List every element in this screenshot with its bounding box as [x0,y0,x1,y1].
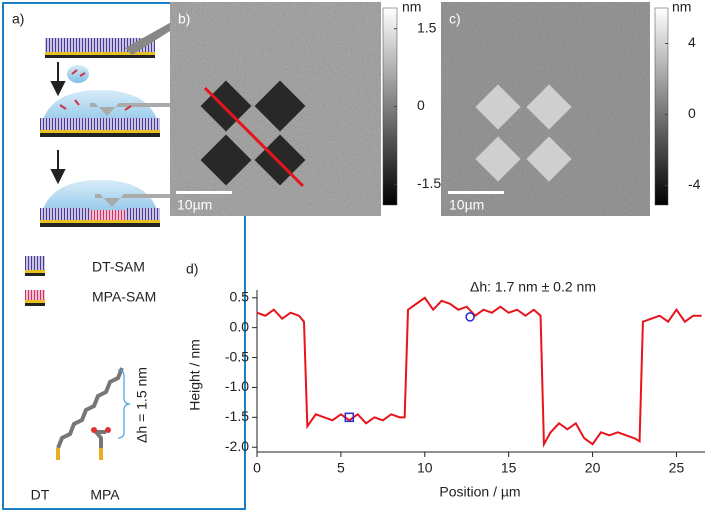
cursor-marker [465,312,475,322]
legend-label: DT-SAM [92,259,145,275]
colorbar-tick-label: 0 [417,97,425,113]
colorbar-tick-label: -4 [688,176,701,192]
colorbar [654,7,669,206]
x-tick-label: 25 [669,460,685,476]
x-tick-label: 5 [337,460,345,476]
x-tick-label: 20 [585,460,601,476]
x-tick-label: 15 [501,460,517,476]
afm-image [441,2,650,216]
molecule-label: MPA [90,487,120,503]
scale-bar-label: 10µm [449,197,484,213]
x-axis-label: Position / µm [439,484,520,500]
molecule-label: DT [31,487,50,503]
panel-label: b) [178,11,190,27]
colorbar-unit: nm [672,0,691,15]
annotation: Δh: 1.7 nm ± 0.2 nm [470,279,596,295]
panel-frame [2,2,246,510]
y-tick-label: -2.0 [225,438,249,454]
x-tick-label: 0 [253,460,261,476]
colorbar-unit: nm [402,0,421,15]
cursor-marker [344,412,355,423]
panel-label: c) [449,11,461,27]
y-tick-label: -1.0 [225,378,249,394]
y-tick-label: -0.5 [225,348,249,364]
colorbar-tick-label: 4 [688,34,696,50]
colorbar-tick-label: 0 [688,105,696,121]
profile-line [256,296,702,448]
y-tick-label: -1.5 [225,408,249,424]
panel-label: d) [186,261,198,277]
afm-image [170,2,381,216]
legend-label: MPA-SAM [92,289,156,305]
colorbar-tick-label: 1.5 [417,19,437,35]
y-tick-label: 0.5 [230,288,250,304]
y-tick-label: 0.0 [230,318,250,334]
panel-label: a) [12,11,24,27]
colorbar-tick-label: -1.5 [417,175,441,191]
scale-bar-label: 10µm [177,197,212,213]
height-note: Δh = 1.5 nm [134,367,150,443]
y-axis-label: Height / nm [187,339,203,411]
x-tick-label: 10 [417,460,433,476]
schematic [25,20,195,460]
